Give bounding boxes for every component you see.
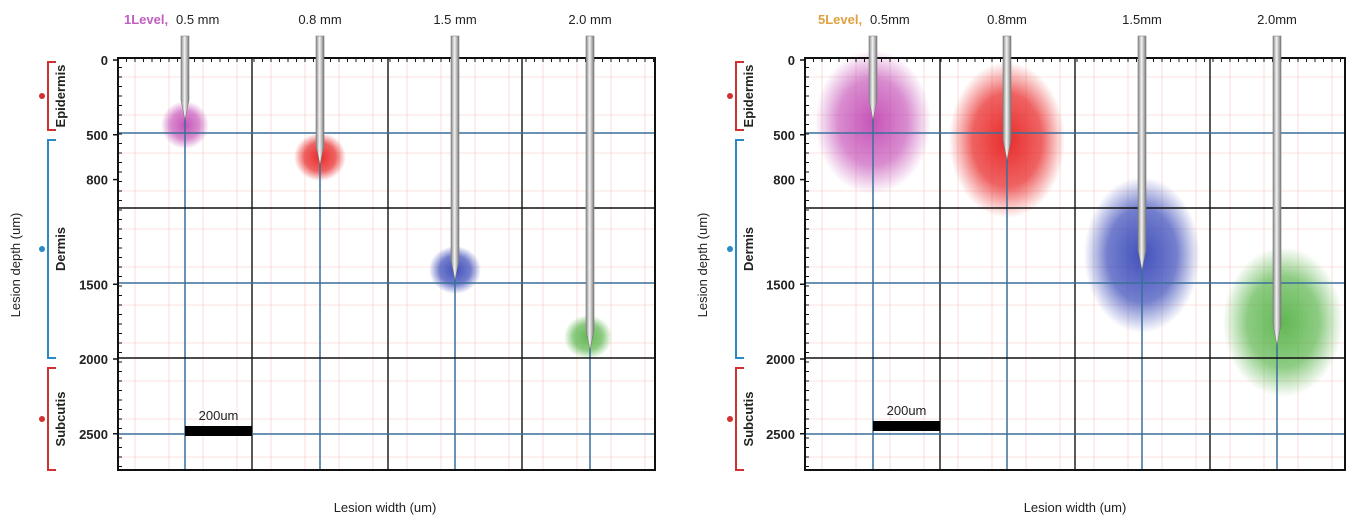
scale-bar-label: 200um: [887, 403, 927, 418]
y-tick-label: 0: [788, 53, 795, 68]
needle: [1273, 36, 1281, 345]
panel: 0 500 800 1500 2000 2500 Lesion depth (um) Lesi…: [695, 12, 1345, 515]
needle-label: 0.5 mm: [176, 12, 219, 27]
y-tick-label: 2000: [766, 352, 795, 367]
bracket-dot: [39, 93, 45, 99]
needle-label: 2.0mm: [1257, 12, 1297, 27]
scale-bar-label: 200um: [199, 408, 239, 423]
y-tick-label: 0: [101, 53, 108, 68]
y-tick-label: 2000: [79, 352, 108, 367]
x-axis-label: Lesion width (um): [1024, 500, 1127, 515]
lesion: [1223, 247, 1343, 397]
needle: [1138, 36, 1146, 270]
needle: [181, 36, 189, 120]
layer-label: Dermis: [53, 227, 68, 271]
y-tick-label: 800: [86, 173, 108, 188]
layer-label: Subcutis: [741, 392, 756, 447]
needle: [869, 36, 877, 120]
needle: [586, 36, 594, 350]
needle-label: 0.5mm: [870, 12, 910, 27]
needle-label: 1.5mm: [1122, 12, 1162, 27]
panel: 0 500 800 1500 2000 2500 Lesion depth (um) Lesi…: [8, 12, 655, 515]
bracket-dot: [727, 93, 733, 99]
figure: 0 500 800 1500 2000 2500 Lesion depth (um) Lesi…: [0, 0, 1347, 519]
x-axis-label: Lesion width (um): [334, 500, 437, 515]
layer-label: Subcutis: [53, 392, 68, 447]
y-tick-label: 2500: [766, 427, 795, 442]
bracket-dot: [727, 416, 733, 422]
bracket-dot: [39, 246, 45, 252]
y-axis-label: Lesion depth (um): [695, 213, 710, 318]
layer-label: Dermis: [741, 227, 756, 271]
needle: [1003, 36, 1011, 160]
bracket-dot: [727, 246, 733, 252]
needle-label: 1.5 mm: [433, 12, 476, 27]
needle: [451, 36, 459, 280]
y-tick-label: 1500: [79, 277, 108, 292]
y-tick-label: 2500: [79, 427, 108, 442]
y-tick-label: 500: [86, 128, 108, 143]
scale-bar: [873, 421, 940, 431]
level-label: 1Level,: [124, 12, 168, 27]
y-tick-label: 500: [773, 128, 795, 143]
y-axis-label: Lesion depth (um): [8, 213, 23, 318]
needle-label: 0.8mm: [987, 12, 1027, 27]
needle-label: 0.8 mm: [298, 12, 341, 27]
needle: [316, 36, 324, 165]
layer-label: Epidermis: [53, 65, 68, 128]
level-label: 5Level,: [818, 12, 862, 27]
y-tick-label: 800: [773, 173, 795, 188]
needle-label: 2.0 mm: [568, 12, 611, 27]
scale-bar: [185, 426, 252, 436]
y-tick-label: 1500: [766, 277, 795, 292]
layer-label: Epidermis: [741, 65, 756, 128]
bracket-dot: [39, 416, 45, 422]
